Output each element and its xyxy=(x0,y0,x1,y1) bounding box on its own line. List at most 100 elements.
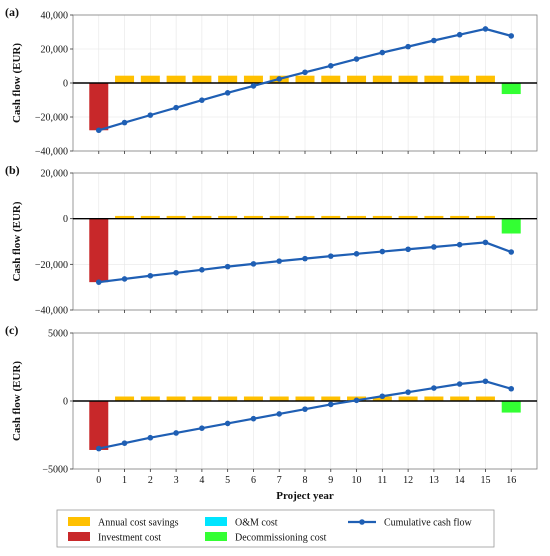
x-tick-label: 12 xyxy=(403,475,413,486)
x-tick-label: 3 xyxy=(174,475,179,486)
legend-label: Investment cost xyxy=(98,533,161,544)
cumulative-point xyxy=(327,253,334,259)
cumulative-point xyxy=(276,76,283,82)
y-tick-label: 0 xyxy=(63,397,68,408)
x-tick-label: 9 xyxy=(328,475,333,486)
savings-bar xyxy=(450,215,470,219)
cumulative-point xyxy=(250,415,257,422)
legend-item: Cumulative cash flow xyxy=(348,518,473,529)
legend-item: Investment cost xyxy=(68,532,161,544)
savings-bar xyxy=(218,75,238,83)
savings-bar xyxy=(192,396,212,401)
savings-bar xyxy=(398,396,418,401)
cumulative-point xyxy=(95,445,102,452)
savings-bar xyxy=(295,75,315,83)
savings-bar xyxy=(475,396,495,401)
x-tick-label: 8 xyxy=(303,475,308,486)
y-tick-label: −40,000 xyxy=(35,306,68,317)
savings-bar xyxy=(115,75,135,83)
x-tick-label: 7 xyxy=(277,475,282,486)
decommissioning-bar xyxy=(501,83,521,95)
y-tick-label: 40,000 xyxy=(41,11,69,22)
cumulative-point xyxy=(482,378,489,385)
cumulative-point xyxy=(250,83,257,89)
legend-label: Cumulative cash flow xyxy=(384,518,473,529)
savings-bar xyxy=(321,215,341,219)
investment-bar xyxy=(89,401,109,450)
investment-bar xyxy=(89,218,109,283)
cumulative-point xyxy=(508,249,515,255)
cumulative-point xyxy=(327,63,334,69)
savings-bar xyxy=(192,75,212,83)
cumulative-point xyxy=(456,241,463,248)
savings-bar xyxy=(140,75,160,83)
decommissioning-bar xyxy=(501,401,521,413)
y-tick-label: 20,000 xyxy=(41,169,69,180)
savings-bar xyxy=(269,396,289,401)
legend-swatch xyxy=(205,517,227,526)
cumulative-point xyxy=(405,389,411,395)
savings-bar xyxy=(166,396,186,401)
savings-bar xyxy=(321,396,341,401)
x-tick-label: 1 xyxy=(122,475,127,486)
savings-bar xyxy=(140,215,160,219)
cumulative-point xyxy=(224,263,231,270)
legend-item: O&M cost xyxy=(205,517,278,529)
savings-bar xyxy=(321,75,341,83)
cumulative-point xyxy=(353,251,360,257)
cumulative-point xyxy=(456,31,463,38)
cumulative-point xyxy=(147,434,154,441)
legend-swatch xyxy=(68,517,90,526)
savings-bar xyxy=(372,215,392,219)
savings-bar xyxy=(347,215,367,219)
legend-box xyxy=(56,509,495,548)
y-tick-label: 20,000 xyxy=(41,45,69,56)
savings-bar xyxy=(295,396,315,401)
savings-bar xyxy=(192,215,212,219)
cumulative-point xyxy=(173,269,179,276)
cumulative-point xyxy=(173,430,179,436)
cumulative-point xyxy=(379,248,386,255)
x-tick-label: 15 xyxy=(480,475,490,486)
savings-bar xyxy=(295,215,315,219)
savings-bar xyxy=(243,215,263,219)
savings-bar xyxy=(218,215,238,219)
cumulative-point xyxy=(276,258,283,264)
cumulative-point xyxy=(456,381,463,387)
cumulative-point xyxy=(431,37,437,44)
cumulative-point xyxy=(199,97,205,103)
x-tick-label: 2 xyxy=(148,475,153,486)
x-tick-label: 14 xyxy=(455,475,465,486)
savings-bar xyxy=(372,75,392,83)
legend-swatch xyxy=(205,532,227,541)
cumulative-point xyxy=(199,425,205,432)
savings-bar xyxy=(166,215,186,219)
cumulative-point xyxy=(482,239,489,246)
x-tick-label: 13 xyxy=(429,475,439,486)
savings-bar xyxy=(450,75,470,83)
x-tick-label: 11 xyxy=(378,475,388,486)
cumulative-point xyxy=(431,385,437,391)
cumulative-point xyxy=(405,246,411,253)
y-tick-label: 5000 xyxy=(48,329,68,340)
x-tick-label: 6 xyxy=(251,475,256,486)
x-tick-label: 5 xyxy=(225,475,230,486)
legend-marker xyxy=(359,519,365,525)
x-tick-label: 4 xyxy=(199,475,204,486)
cumulative-point xyxy=(327,401,334,408)
savings-bar xyxy=(424,396,444,401)
legend-swatch xyxy=(68,532,90,541)
y-axis-label: Cash flow (EUR) xyxy=(11,361,23,441)
y-axis-label: Cash flow (EUR) xyxy=(11,43,23,123)
savings-bar xyxy=(424,215,444,219)
decommissioning-bar xyxy=(501,218,521,234)
cumulative-point xyxy=(95,279,102,285)
x-tick-label: 10 xyxy=(352,475,362,486)
panel-label: (a) xyxy=(5,5,19,19)
savings-bar xyxy=(140,396,160,401)
cumulative-point xyxy=(199,267,205,273)
cumulative-point xyxy=(224,420,231,427)
panel-label: (c) xyxy=(5,323,18,337)
